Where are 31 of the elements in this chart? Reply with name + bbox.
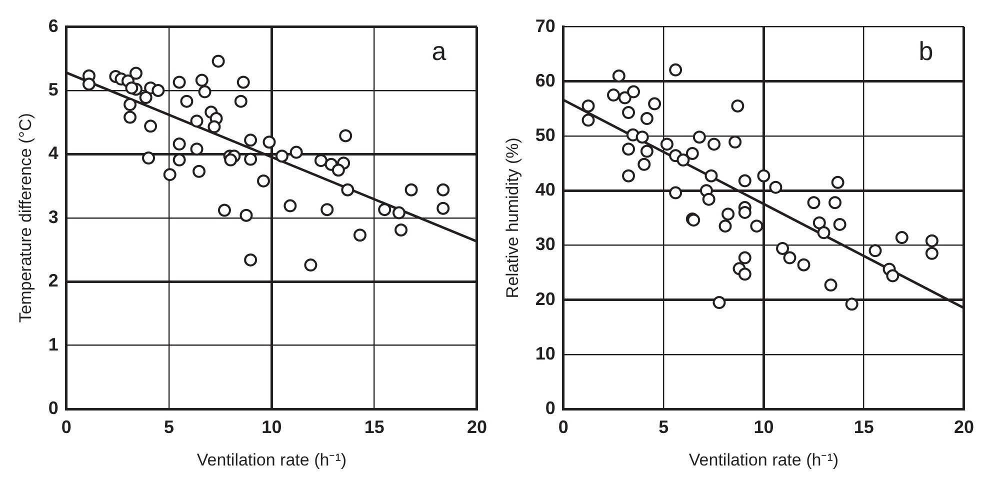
annotation: b — [918, 36, 934, 66]
y-tick-label: 0 — [545, 398, 556, 418]
x-tick-label: 10 — [754, 416, 774, 437]
y-tick-label: 70 — [535, 16, 556, 36]
y-tick-label: 5 — [48, 79, 58, 100]
y-tick-label: 1 — [48, 334, 58, 354]
x-tick-label: 20 — [954, 416, 974, 437]
y-tick-label: 30 — [535, 234, 556, 254]
x-tick-label: 15 — [854, 416, 874, 437]
y-tick-label: 40 — [535, 180, 556, 200]
x-tick-label: 5 — [658, 416, 669, 437]
x-axis-title: Ventilation rate (h⁻¹) — [196, 450, 347, 470]
y-tick-label: 50 — [535, 124, 556, 145]
x-tick-label: 15 — [364, 416, 384, 437]
y-tick-label: 60 — [535, 70, 556, 90]
x-tick-label: 20 — [466, 416, 488, 437]
y-tick-label: 0 — [48, 398, 58, 418]
annotation: a — [432, 36, 447, 66]
y-tick-label: 2 — [48, 270, 58, 291]
y-axis-title: Relative humidity (%) — [502, 138, 522, 298]
x-tick-label: 0 — [558, 416, 568, 437]
y-tick-label: 20 — [535, 288, 556, 309]
y-axis-title: Temperature difference (°C) — [16, 113, 35, 323]
x-axis-title: Ventilation rate (h⁻¹) — [688, 450, 839, 470]
y-tick-label: 4 — [48, 143, 58, 164]
x-tick-label: 10 — [262, 416, 282, 437]
y-tick-label: 10 — [535, 343, 556, 364]
x-tick-label: 5 — [164, 416, 174, 437]
y-tick-label: 6 — [48, 16, 58, 36]
y-tick-label: 3 — [48, 206, 58, 227]
x-tick-label: 0 — [61, 416, 72, 437]
